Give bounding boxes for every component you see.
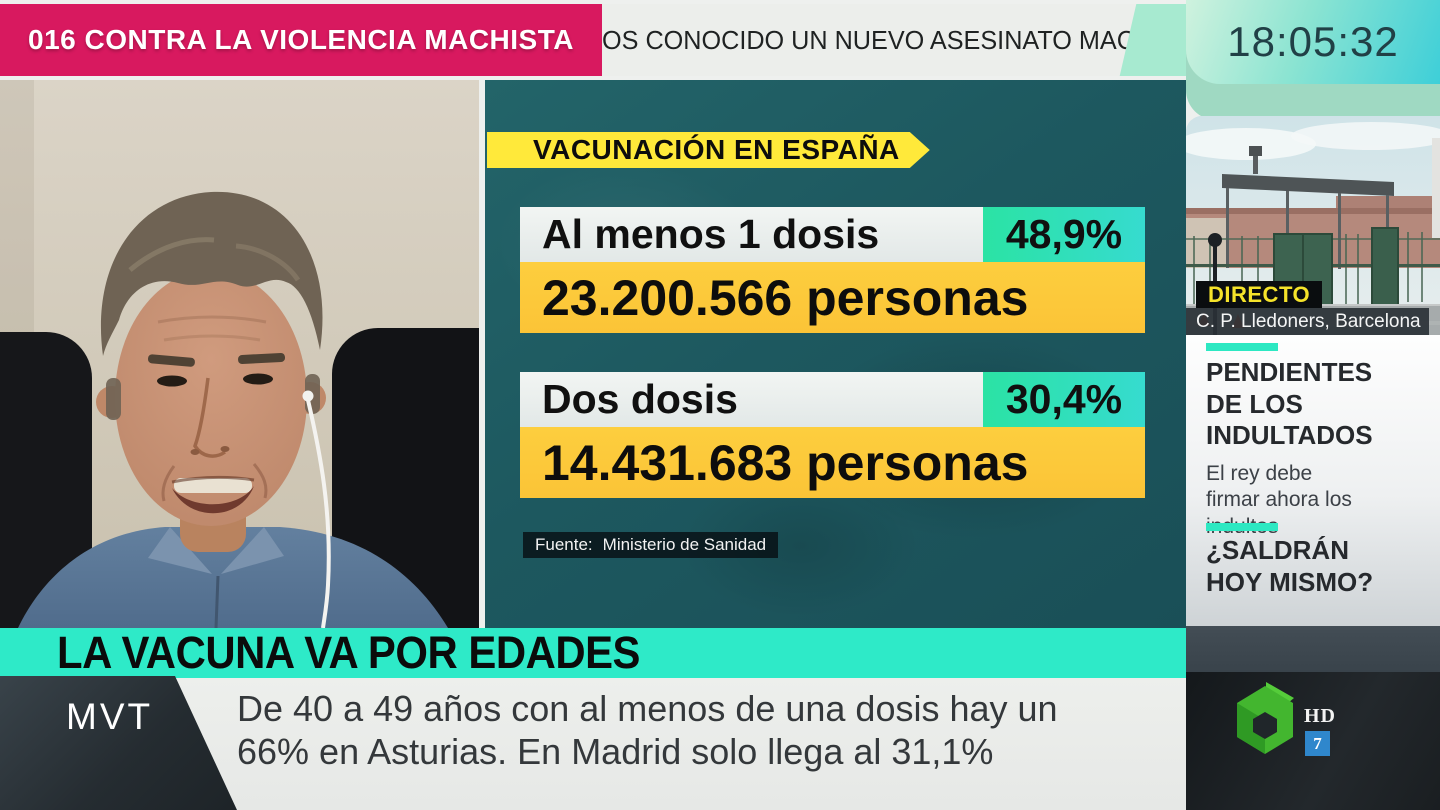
program-logo-text: MVT xyxy=(66,696,154,737)
graphic-title-text: VACUNACIÓN EN ESPAÑA xyxy=(533,134,900,165)
location-bar: C. P. Lledoners, Barcelona xyxy=(1186,308,1429,335)
graphic-title-badge: VACUNACIÓN EN ESPAÑA xyxy=(487,132,930,168)
headline-bar: LA VACUNA VA POR EDADES xyxy=(0,627,1186,678)
news-ticker-text: OS CONOCIDO UN NUEVO ASESINATO MACHISTA … xyxy=(602,24,1186,55)
stat-percent-box: 48,9% xyxy=(983,207,1145,262)
stat-people-text: 23.200.566 personas xyxy=(542,269,1029,326)
clock-panel: 18:05:32 xyxy=(1186,0,1440,84)
dial-badge: 7 xyxy=(1305,731,1330,756)
story-accent-bar xyxy=(1206,523,1278,531)
campaign-banner: 016 CONTRA LA VIOLENCIA MACHISTA xyxy=(0,4,602,76)
live-badge: DIRECTO xyxy=(1196,281,1323,308)
hd-badge: HD xyxy=(1304,705,1336,727)
stat-label-row: Al menos 1 dosis 48,9% xyxy=(520,207,1145,262)
live-badge-text: DIRECTO xyxy=(1208,281,1311,307)
guest-video-illustration xyxy=(0,80,479,628)
stat-percent-text: 48,9% xyxy=(1005,211,1123,257)
news-ticker: OS CONOCIDO UN NUEVO ASESINATO MACHISTA … xyxy=(602,4,1186,76)
campaign-banner-text: 016 CONTRA LA VIOLENCIA MACHISTA xyxy=(28,24,574,55)
source-attribution: Fuente: Ministerio de Sanidad xyxy=(523,532,779,558)
stat-people-row: 14.431.683 personas xyxy=(520,427,1145,498)
stat-block-two-doses: Dos dosis 30,4% 14.431.683 personas xyxy=(520,372,1145,498)
story-panel: PENDIENTES DE LOS INDULTADOS El rey debe… xyxy=(1186,335,1440,626)
lower-right-band xyxy=(1186,626,1440,672)
right-column: DIRECTO C. P. Lledoners, Barcelona PENDI… xyxy=(1186,0,1440,810)
stat-percent-text: 30,4% xyxy=(1005,376,1123,422)
live-location-video xyxy=(1186,116,1440,337)
stat-people-row: 23.200.566 personas xyxy=(520,262,1145,333)
stat-label: Dos dosis xyxy=(520,372,983,427)
ticker-line-2: 66% en Asturias. En Madrid solo llega al… xyxy=(237,731,994,772)
location-text: C. P. Lledoners, Barcelona xyxy=(1196,310,1421,332)
story-accent-bar xyxy=(1206,343,1278,351)
source-value: Ministerio de Sanidad xyxy=(602,535,767,554)
vaccination-graphic: VACUNACIÓN EN ESPAÑA Al menos 1 dosis 48… xyxy=(485,80,1186,628)
stat-block-one-dose: Al menos 1 dosis 48,9% 23.200.566 person… xyxy=(520,207,1145,333)
dial-number: 7 xyxy=(1313,733,1322,753)
stat-label-text: Dos dosis xyxy=(542,376,738,422)
story-title-1: PENDIENTES DE LOS INDULTADOS xyxy=(1206,357,1373,451)
stat-label-row: Dos dosis 30,4% xyxy=(520,372,1145,427)
story-title-2: ¿SALDRÁN HOY MISMO? xyxy=(1206,535,1374,597)
stat-label-text: Al menos 1 dosis xyxy=(542,211,880,257)
headline-text: LA VACUNA VA POR EDADES xyxy=(57,627,640,678)
clock-time: 18:05:32 xyxy=(1227,18,1399,65)
source-label: Fuente: xyxy=(535,535,593,554)
stat-people-text: 14.431.683 personas xyxy=(542,434,1029,491)
lasexta-logo xyxy=(1237,682,1294,754)
ticker-line-1: De 40 a 49 años con al menos de una dosi… xyxy=(237,688,1058,729)
stat-percent-box: 30,4% xyxy=(983,372,1145,427)
stat-label: Al menos 1 dosis xyxy=(520,207,983,262)
guest-video xyxy=(0,80,479,628)
